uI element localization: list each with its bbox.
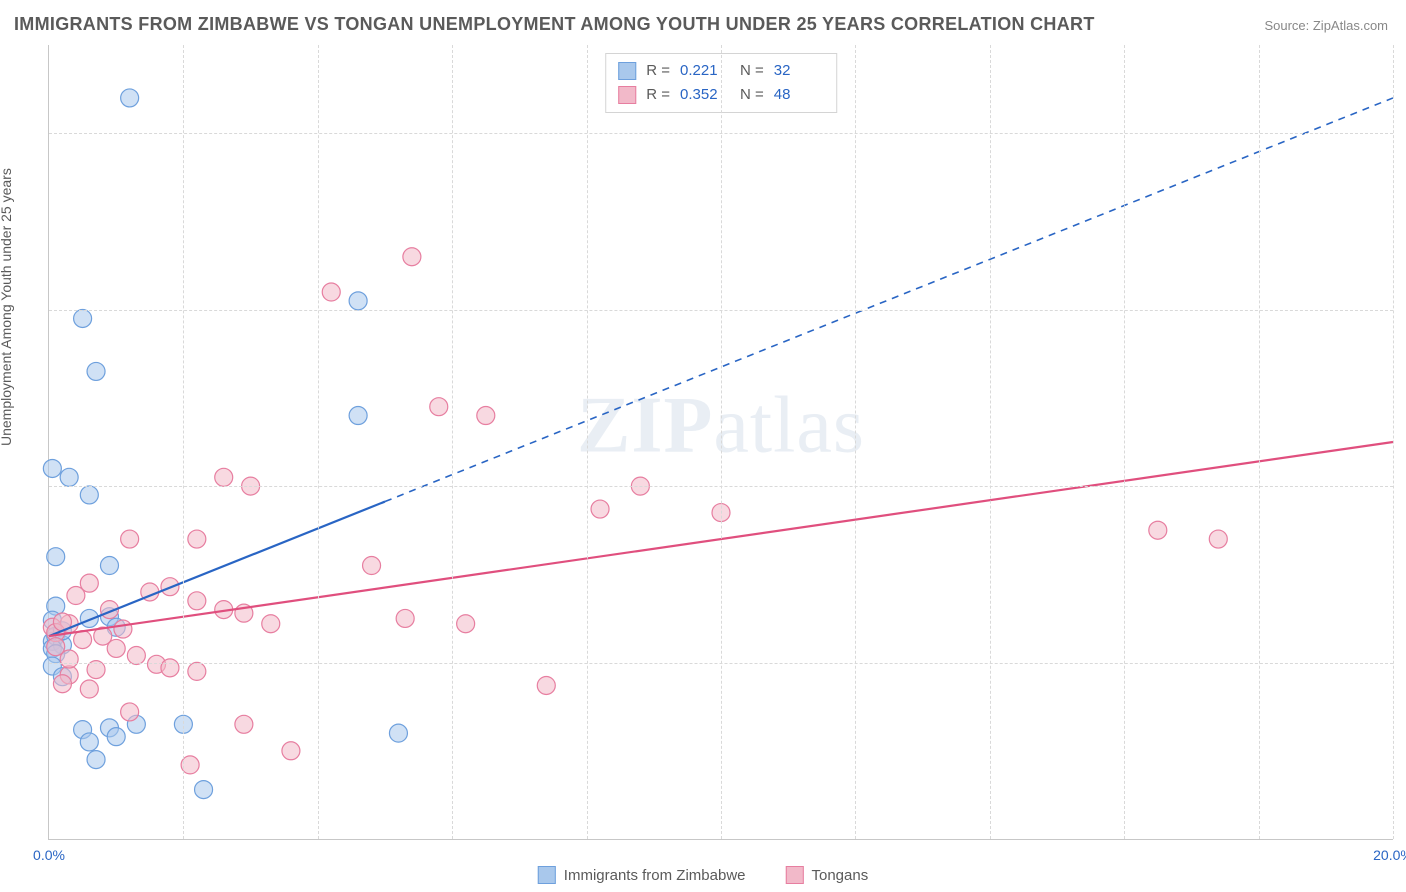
scatter-point [121,89,139,107]
legend-item-0: Immigrants from Zimbabwe [538,866,746,884]
scatter-point [121,703,139,721]
scatter-point [87,362,105,380]
scatter-point [60,468,78,486]
scatter-point [235,715,253,733]
scatter-point [74,631,92,649]
scatter-point [215,468,233,486]
scatter-point [282,742,300,760]
scatter-point [114,620,132,638]
plot-area: ZIPatlas R = 0.221 N = 32 R = 0.352 N = … [48,45,1393,840]
scatter-point [47,548,65,566]
scatter-point [87,751,105,769]
scatter-point [161,659,179,677]
r-value-0: 0.221 [680,59,730,83]
bottom-legend: Immigrants from Zimbabwe Tongans [538,866,868,884]
scatter-point [100,557,118,575]
scatter-point [107,639,125,657]
scatter-point [349,292,367,310]
scatter-point [363,557,381,575]
n-label: N = [740,59,764,83]
y-axis-label: Unemployment Among Youth under 25 years [0,168,14,446]
scatter-point [107,728,125,746]
legend-label-0: Immigrants from Zimbabwe [564,867,746,884]
scatter-point [430,398,448,416]
legend-swatch-0 [538,866,556,884]
scatter-point [195,781,213,799]
trend-line-dashed [385,98,1393,502]
swatch-series-0 [618,62,636,80]
gridline-v [587,45,588,839]
legend-swatch-1 [786,866,804,884]
scatter-point [1149,521,1167,539]
gridline-v [1259,45,1260,839]
scatter-point [43,459,61,477]
n-label: N = [740,83,764,107]
scatter-point [389,724,407,742]
r-label: R = [646,83,670,107]
scatter-point [262,615,280,633]
scatter-point [80,574,98,592]
scatter-point [188,592,206,610]
legend-label-1: Tongans [812,867,869,884]
scatter-point [537,676,555,694]
x-tick-label: 0.0% [33,847,65,863]
x-tick-label: 20.0% [1373,847,1406,863]
chart-title: IMMIGRANTS FROM ZIMBABWE VS TONGAN UNEMP… [14,14,1095,35]
r-label: R = [646,59,670,83]
gridline-v [1393,45,1394,839]
n-value-0: 32 [774,59,824,83]
gridline-v [318,45,319,839]
gridline-v [1124,45,1125,839]
gridline-v [721,45,722,839]
scatter-point [396,609,414,627]
scatter-point [53,675,71,693]
source-label: Source: ZipAtlas.com [1264,18,1388,33]
scatter-point [60,650,78,668]
n-value-1: 48 [774,83,824,107]
gridline-v [183,45,184,839]
gridline-v [990,45,991,839]
scatter-point [121,530,139,548]
scatter-point [349,407,367,425]
scatter-point [457,615,475,633]
gridline-v [452,45,453,839]
scatter-point [80,486,98,504]
scatter-point [80,733,98,751]
scatter-point [591,500,609,518]
scatter-point [188,662,206,680]
scatter-point [322,283,340,301]
scatter-point [80,680,98,698]
scatter-point [1209,530,1227,548]
scatter-point [188,530,206,548]
swatch-series-1 [618,86,636,104]
gridline-v [855,45,856,839]
scatter-point [477,407,495,425]
r-value-1: 0.352 [680,83,730,107]
scatter-point [74,309,92,327]
legend-item-1: Tongans [786,866,869,884]
scatter-point [403,248,421,266]
